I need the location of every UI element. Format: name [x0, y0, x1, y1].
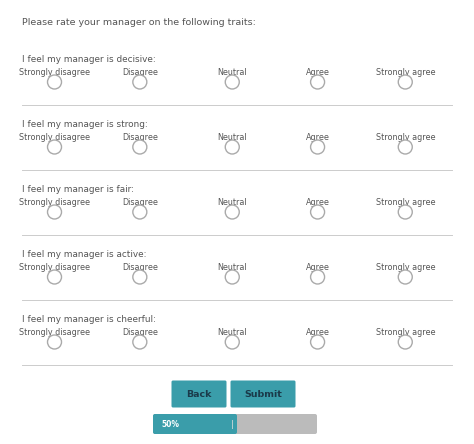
Text: Strongly agree: Strongly agree	[375, 198, 435, 207]
Text: Strongly agree: Strongly agree	[375, 263, 435, 272]
Circle shape	[398, 140, 412, 154]
Circle shape	[310, 75, 325, 89]
Circle shape	[47, 140, 62, 154]
Text: I feel my manager is fair:: I feel my manager is fair:	[22, 185, 134, 194]
Circle shape	[398, 75, 412, 89]
Text: Please rate your manager on the following traits:: Please rate your manager on the followin…	[22, 18, 256, 27]
Text: Strongly disagree: Strongly disagree	[19, 328, 90, 337]
Text: Disagree: Disagree	[122, 133, 158, 142]
Circle shape	[310, 335, 325, 349]
Circle shape	[398, 270, 412, 284]
Text: Disagree: Disagree	[122, 328, 158, 337]
Text: Strongly disagree: Strongly disagree	[19, 133, 90, 142]
Circle shape	[398, 335, 412, 349]
Circle shape	[47, 270, 62, 284]
Text: Disagree: Disagree	[122, 263, 158, 272]
Text: 50%: 50%	[161, 420, 179, 428]
Circle shape	[225, 270, 239, 284]
Circle shape	[225, 205, 239, 219]
Text: Agree: Agree	[306, 68, 329, 77]
Text: Disagree: Disagree	[122, 198, 158, 207]
Text: Strongly agree: Strongly agree	[375, 68, 435, 77]
Circle shape	[133, 335, 147, 349]
Text: Neutral: Neutral	[218, 133, 247, 142]
Text: Agree: Agree	[306, 263, 329, 272]
Text: I feel my manager is decisive:: I feel my manager is decisive:	[22, 55, 156, 64]
Text: Back: Back	[186, 389, 212, 399]
Circle shape	[225, 335, 239, 349]
Text: Strongly disagree: Strongly disagree	[19, 263, 90, 272]
Circle shape	[310, 205, 325, 219]
Circle shape	[133, 140, 147, 154]
Circle shape	[47, 75, 62, 89]
Circle shape	[47, 335, 62, 349]
Circle shape	[133, 75, 147, 89]
Circle shape	[225, 140, 239, 154]
Text: Submit: Submit	[244, 389, 282, 399]
FancyBboxPatch shape	[172, 381, 227, 408]
Text: Agree: Agree	[306, 198, 329, 207]
Text: I feel my manager is cheerful:: I feel my manager is cheerful:	[22, 315, 156, 324]
Text: Neutral: Neutral	[218, 328, 247, 337]
Text: Neutral: Neutral	[218, 198, 247, 207]
FancyBboxPatch shape	[153, 414, 317, 434]
Text: |: |	[231, 420, 234, 428]
Text: I feel my manager is active:: I feel my manager is active:	[22, 250, 146, 259]
Text: Neutral: Neutral	[218, 263, 247, 272]
Text: Strongly disagree: Strongly disagree	[19, 68, 90, 77]
Text: Strongly agree: Strongly agree	[375, 328, 435, 337]
Circle shape	[310, 270, 325, 284]
Text: Agree: Agree	[306, 328, 329, 337]
FancyBboxPatch shape	[230, 381, 295, 408]
Text: Neutral: Neutral	[218, 68, 247, 77]
Text: I feel my manager is strong:: I feel my manager is strong:	[22, 120, 148, 129]
FancyBboxPatch shape	[153, 414, 237, 434]
Circle shape	[310, 140, 325, 154]
Text: Agree: Agree	[306, 133, 329, 142]
Circle shape	[398, 205, 412, 219]
Circle shape	[133, 270, 147, 284]
Circle shape	[225, 75, 239, 89]
Circle shape	[47, 205, 62, 219]
Circle shape	[133, 205, 147, 219]
Text: Strongly disagree: Strongly disagree	[19, 198, 90, 207]
Text: Strongly agree: Strongly agree	[375, 133, 435, 142]
Text: Disagree: Disagree	[122, 68, 158, 77]
